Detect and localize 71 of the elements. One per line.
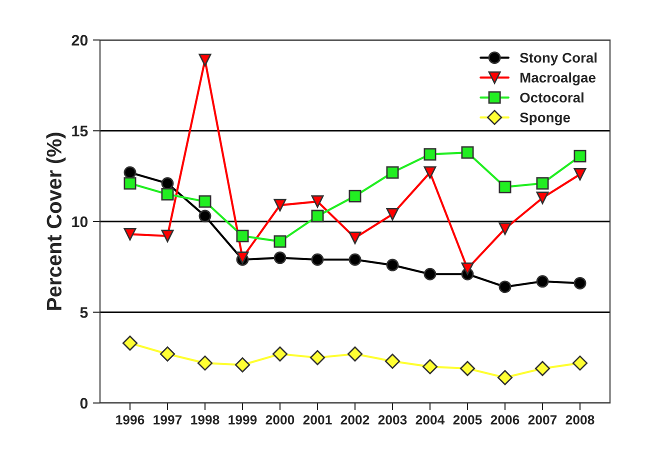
x-tick-label: 2002	[340, 415, 370, 424]
point	[234, 357, 250, 372]
point	[348, 232, 362, 244]
point	[386, 258, 399, 272]
x-tick-label: 2001	[303, 415, 332, 424]
x-tick-label: 1996	[116, 415, 144, 424]
point	[236, 230, 249, 242]
y-tick-label: 10	[72, 216, 88, 228]
point	[422, 359, 438, 374]
point	[274, 252, 286, 264]
point	[536, 275, 549, 288]
point	[124, 166, 136, 179]
point	[572, 356, 588, 371]
point	[574, 150, 586, 162]
point	[574, 276, 586, 290]
point	[122, 336, 138, 351]
point	[534, 360, 550, 376]
point	[384, 354, 400, 369]
point	[461, 262, 474, 275]
x-tick-label: 2008	[566, 415, 594, 424]
point	[347, 346, 363, 362]
point	[310, 350, 326, 366]
point	[160, 346, 176, 362]
x-tick-label: 2003	[378, 415, 407, 425]
legend-label: Macroalgae	[520, 72, 596, 86]
y-axis-title: Percent Cover (%)	[46, 132, 66, 310]
point	[348, 190, 362, 202]
point	[386, 166, 399, 179]
point	[197, 356, 213, 371]
point	[536, 177, 549, 190]
point	[272, 346, 288, 362]
point	[348, 253, 362, 266]
point	[574, 168, 586, 181]
point	[198, 54, 212, 66]
point	[498, 180, 512, 194]
point	[274, 235, 286, 248]
point	[161, 188, 174, 201]
y-tick-label: 20	[72, 34, 88, 46]
x-tick-label: 2000	[266, 415, 294, 424]
point	[198, 195, 212, 208]
x-tick-label: 1998	[191, 415, 220, 424]
point	[311, 195, 324, 208]
point	[311, 253, 324, 266]
point	[498, 222, 512, 236]
point	[311, 210, 324, 222]
x-tick-label: 2005	[453, 415, 482, 424]
point	[497, 370, 513, 386]
point	[124, 177, 136, 190]
x-tick-label: 1999	[228, 415, 257, 424]
legend-label: Octocoral	[520, 92, 584, 103]
y-tick-label: 5	[80, 307, 88, 318]
y-tick-label: 0	[80, 398, 88, 409]
x-tick-label: 1997	[154, 415, 182, 424]
x-tick-label: 2006	[490, 415, 520, 424]
point	[274, 198, 286, 212]
point	[424, 268, 436, 280]
x-tick-label: 2004	[416, 415, 445, 424]
point	[424, 166, 436, 179]
point	[198, 210, 212, 222]
point	[161, 230, 174, 242]
point	[460, 360, 476, 376]
legend-label: Stony Coral	[520, 52, 597, 66]
point	[536, 192, 549, 204]
point	[424, 148, 436, 161]
y-tick-label: 15	[72, 126, 88, 136]
legend-label: Sponge	[520, 112, 570, 126]
point	[386, 208, 399, 220]
point	[461, 146, 474, 159]
point	[498, 280, 512, 294]
x-tick-label: 2007	[528, 415, 557, 424]
point	[124, 228, 136, 240]
